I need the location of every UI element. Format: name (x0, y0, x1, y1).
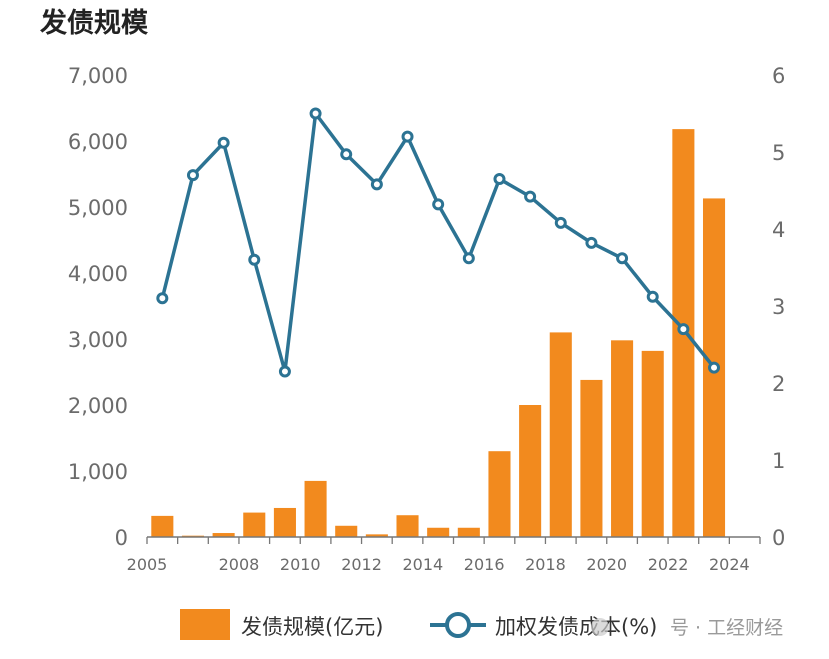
line-point (340, 148, 353, 161)
line-point (585, 236, 598, 249)
y-left-tick-label: 7,000 (68, 64, 128, 88)
y-right-tick-label: 5 (772, 141, 785, 165)
line-point (677, 323, 690, 336)
legend-bar-label: 发债规模(亿元) (241, 615, 383, 639)
line-point (646, 290, 659, 303)
line-point (616, 252, 629, 265)
line-point (248, 253, 261, 266)
bar (304, 480, 327, 537)
watermark-icon (591, 618, 609, 636)
y-left-tick-label: 2,000 (68, 394, 128, 418)
y-right-axis-ticks: 0 1 2 3 4 5 6 (772, 64, 785, 550)
x-tick-label: 2014 (402, 555, 443, 574)
x-tick-label: 2020 (586, 555, 627, 574)
x-tick-label: 2005 (127, 555, 168, 574)
line-point (186, 169, 199, 182)
line-point (309, 107, 322, 120)
line-point (432, 198, 445, 211)
watermark: 号 · 工经财经 (670, 617, 783, 639)
bar (488, 451, 511, 537)
bar (549, 332, 572, 537)
line-point (462, 252, 475, 265)
line-series (156, 107, 721, 378)
bar (365, 534, 388, 537)
x-tick-label: 2012 (341, 555, 382, 574)
x-axis-ticks: 2005 2008 2010 2012 2014 2016 2018 2020 2022 2024 (127, 537, 761, 574)
y-left-tick-label: 0 (115, 526, 128, 550)
legend-line-marker (445, 612, 471, 638)
line-point (156, 292, 169, 305)
bar (243, 512, 266, 537)
bar (427, 527, 450, 537)
bar (212, 533, 235, 537)
x-tick-label: 2008 (219, 555, 260, 574)
legend-bar-swatch (180, 609, 230, 640)
y-left-tick-label: 1,000 (68, 460, 128, 484)
y-left-tick-label: 3,000 (68, 328, 128, 352)
line-point (217, 136, 230, 149)
bar (611, 340, 634, 537)
bar (396, 515, 419, 537)
bar (335, 525, 358, 537)
y-right-tick-label: 0 (772, 526, 785, 550)
y-left-axis-ticks: 0 1,000 2,000 3,000 4,000 5,000 6,000 7,000 (68, 64, 128, 550)
line-point (493, 172, 506, 185)
bar (151, 515, 174, 537)
line-point (708, 361, 721, 374)
line-point (554, 216, 567, 229)
y-right-tick-label: 1 (772, 449, 785, 473)
y-right-tick-label: 3 (772, 295, 785, 319)
x-tick-label: 2024 (709, 555, 750, 574)
bar (519, 405, 542, 537)
y-right-tick-label: 2 (772, 372, 785, 396)
line-point (370, 178, 383, 191)
y-left-tick-label: 6,000 (68, 130, 128, 154)
bar (273, 507, 296, 537)
line-point (524, 190, 537, 203)
bar-series (151, 129, 726, 538)
chart-title: 发债规模 (39, 7, 148, 39)
x-tick-label: 2010 (280, 555, 321, 574)
bar (457, 527, 480, 537)
line-point (278, 365, 291, 378)
legend-line-label: 加权发债成本(%) (495, 615, 657, 639)
y-right-tick-label: 4 (772, 218, 785, 242)
x-tick-label: 2018 (525, 555, 566, 574)
bar (641, 350, 664, 537)
bar (580, 379, 603, 537)
y-right-tick-label: 6 (772, 64, 785, 88)
line-point (401, 130, 414, 143)
y-left-tick-label: 5,000 (68, 196, 128, 220)
x-tick-label: 2016 (464, 555, 505, 574)
y-left-tick-label: 4,000 (68, 262, 128, 286)
x-tick-label: 2022 (648, 555, 689, 574)
cost-line (160, 111, 716, 374)
